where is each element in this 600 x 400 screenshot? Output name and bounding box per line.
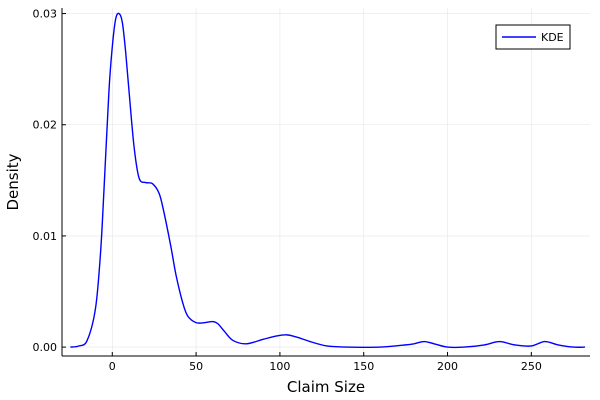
y-tick-label: 0.02	[33, 119, 58, 132]
series-line-kde	[70, 12, 585, 349]
grid-lines	[62, 8, 590, 356]
legend-entry-kde: KDE	[541, 31, 564, 44]
x-axis-label: Claim Size	[287, 378, 365, 396]
y-tick-label: 0.01	[33, 230, 58, 243]
x-tick-label: 150	[353, 360, 374, 373]
ticks: 0 50 100 150 200 250 0.00 0.01 0.02 0.03	[33, 8, 542, 373]
x-tick-label: 200	[437, 360, 458, 373]
x-tick-label: 0	[109, 360, 116, 373]
axes	[61, 8, 590, 357]
plot-area	[70, 12, 585, 349]
legend: KDE	[495, 24, 571, 50]
y-axis-label: Density	[4, 153, 22, 210]
x-tick-label: 250	[521, 360, 542, 373]
x-tick-label: 100	[269, 360, 290, 373]
y-tick-label: 0.00	[33, 341, 58, 354]
y-tick-label: 0.03	[33, 8, 58, 21]
x-tick-label: 50	[189, 360, 203, 373]
